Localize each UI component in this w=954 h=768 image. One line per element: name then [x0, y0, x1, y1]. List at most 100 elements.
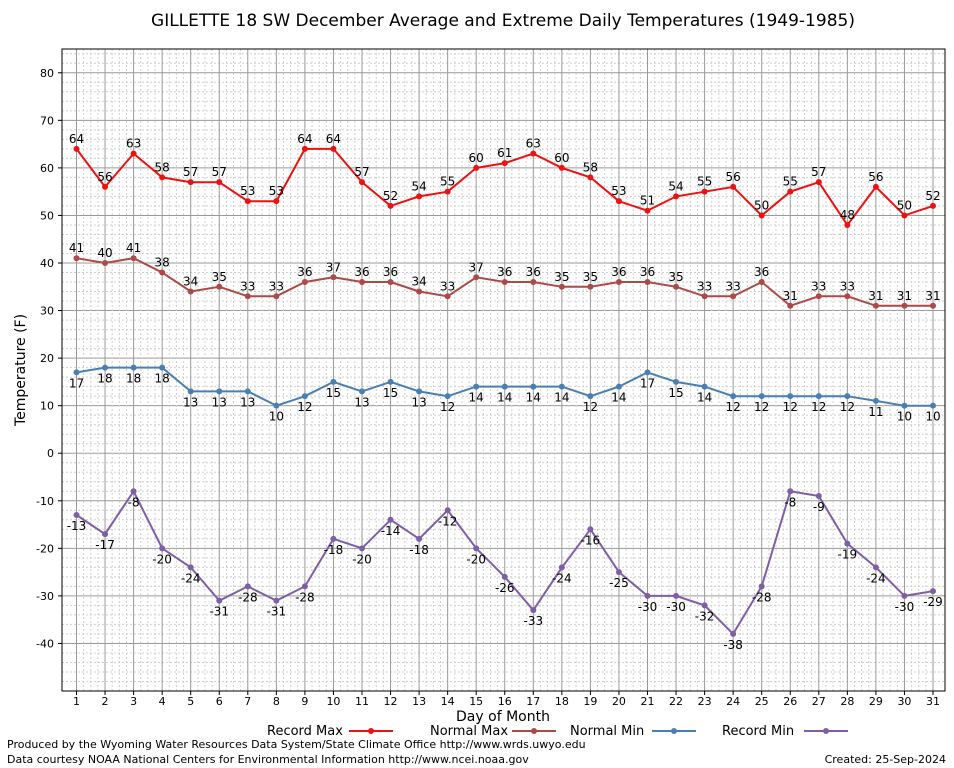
- record-max-data-label: 61: [497, 146, 512, 160]
- x-tick-label: 8: [273, 695, 280, 708]
- normal-max-point: [872, 302, 879, 309]
- record-max-data-label: 52: [925, 189, 940, 203]
- x-tick-label: 26: [783, 695, 797, 708]
- y-tick-label: 70: [40, 114, 54, 127]
- normal-min-point: [501, 383, 508, 390]
- legend: Record Max Normal Max Normal Min Record Min: [267, 724, 848, 739]
- x-tick-label: 25: [755, 695, 769, 708]
- normal-min-data-label: 12: [440, 400, 455, 414]
- normal-min-data-label: 13: [354, 395, 369, 409]
- x-tick-label: 10: [326, 695, 340, 708]
- normal-max-point: [558, 283, 565, 290]
- x-tick-label: 29: [869, 695, 883, 708]
- normal-min-point: [102, 364, 109, 371]
- record-max-data-label: 63: [126, 137, 141, 151]
- normal-max-data-label: 35: [583, 270, 598, 284]
- record-min-data-label: -16: [581, 533, 601, 547]
- record-min-point: [387, 516, 394, 523]
- x-tick-label: 28: [840, 695, 854, 708]
- record-min-point: [216, 597, 223, 604]
- normal-max-point: [530, 279, 537, 286]
- normal-max-data-label: 33: [440, 279, 455, 293]
- record-max-point: [587, 174, 594, 181]
- normal-min-point: [359, 388, 365, 395]
- normal-min-point: [530, 383, 537, 390]
- record-max-data-label: 54: [411, 179, 426, 193]
- record-max-data-label: 57: [212, 165, 227, 179]
- record-max-point: [844, 221, 851, 228]
- normal-max-point: [730, 293, 737, 300]
- record-max-data-label: 54: [668, 179, 683, 193]
- record-min-point: [673, 592, 680, 599]
- record-max-point: [416, 193, 423, 200]
- normal-max-point: [815, 293, 822, 300]
- normal-max-point: [330, 274, 337, 281]
- x-tick-label: 13: [412, 695, 426, 708]
- normal-min-data-label: 18: [126, 372, 141, 386]
- normal-max-data-label: 36: [640, 265, 655, 279]
- x-tick-label: 14: [441, 695, 455, 708]
- normal-max-data-label: 36: [354, 265, 369, 279]
- record-max-point: [73, 145, 80, 152]
- normal-min-point: [159, 364, 166, 371]
- normal-min-point: [587, 393, 594, 400]
- y-tick-label: 60: [40, 162, 54, 175]
- record-min-point: [359, 545, 365, 552]
- record-min-point: [187, 564, 194, 571]
- normal-max-point: [644, 279, 651, 286]
- record-min-data-label: -31: [267, 605, 287, 619]
- record-min-data-label: -12: [438, 514, 458, 528]
- normal-max-data-label: 41: [126, 241, 141, 255]
- normal-min-point: [244, 388, 251, 395]
- record-min-data-label: -24: [181, 571, 201, 585]
- record-min-point: [872, 564, 879, 571]
- record-min-data-label: -28: [238, 590, 258, 604]
- normal-max-data-label: 31: [783, 289, 798, 303]
- record-max-data-label: 57: [183, 165, 198, 179]
- plot-frame: [61, 48, 946, 692]
- record-min-data-label: -26: [495, 581, 515, 595]
- record-min-data-label: -30: [638, 600, 658, 614]
- x-tick-label: 27: [812, 695, 826, 708]
- footer-created-date: Created: 25-Sep-2024: [824, 753, 946, 766]
- record-max-point: [273, 198, 280, 205]
- record-max-data-label: 53: [611, 184, 626, 198]
- normal-min-data-label: 12: [297, 400, 312, 414]
- x-tick-label: 3: [130, 695, 137, 708]
- record-max-point: [501, 160, 508, 167]
- record-max-point: [558, 164, 565, 171]
- normal-max-point: [102, 260, 109, 266]
- record-min-point: [330, 535, 337, 542]
- normal-min-data-label: 12: [583, 400, 598, 414]
- record-min-data-label: -20: [352, 552, 372, 566]
- record-min-point: [815, 493, 822, 500]
- x-tick-label: 22: [669, 695, 683, 708]
- y-axis-ticks: 80 70 60 50 40 30 20 10 0 -10 -20 -30 -40: [36, 67, 62, 650]
- y-tick-label: 0: [47, 447, 54, 460]
- record-max-point: [730, 183, 737, 190]
- record-min-point: [273, 597, 280, 604]
- normal-max-data-label: 35: [212, 270, 227, 284]
- footer-produced-by: Produced by the Wyoming Water Resources …: [7, 738, 586, 751]
- record-max-point: [758, 212, 765, 219]
- record-min-point: [244, 583, 251, 590]
- normal-max-data-label: 36: [383, 265, 398, 279]
- normal-max-point: [930, 302, 936, 309]
- record-min-series: -13 -17 -8 -20 -24 -31 -28 -31 -28 -18 -20 -14 -18 -1…: [67, 488, 943, 652]
- grid: [62, 49, 945, 692]
- normal-max-data-label: 34: [411, 275, 426, 289]
- normal-min-data-label: 10: [925, 410, 940, 424]
- normal-min-data-label: 12: [754, 400, 769, 414]
- normal-min-data-label: 11: [868, 405, 883, 419]
- legend-label-record-min: Record Min: [722, 724, 794, 739]
- record-min-point: [644, 592, 651, 599]
- record-min-point: [844, 540, 851, 547]
- record-min-data-label: -18: [409, 543, 429, 557]
- record-max-point: [615, 198, 622, 205]
- normal-max-point: [673, 283, 680, 290]
- normal-max-data-label: 41: [69, 241, 84, 255]
- normal-min-data-label: 18: [97, 372, 112, 386]
- record-max-data-label: 57: [354, 165, 369, 179]
- record-min-point: [301, 583, 308, 590]
